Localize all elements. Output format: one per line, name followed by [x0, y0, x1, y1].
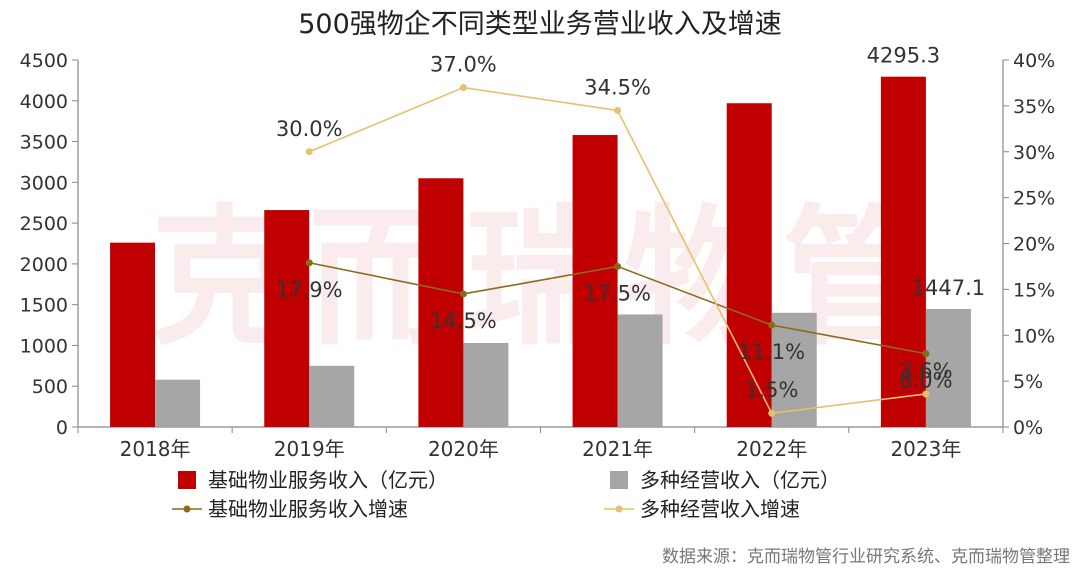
data-label-diversified: 1447.1	[912, 276, 985, 300]
y-tick-label-right: 30%	[1013, 142, 1055, 164]
y-tick-label-right: 40%	[1013, 50, 1055, 72]
point-diversified-growth	[305, 148, 313, 156]
bar-basic-service	[572, 135, 618, 427]
data-label-diversified-growth: 37.0%	[430, 53, 497, 77]
bar-diversified	[463, 342, 509, 427]
bar-basic-service	[418, 178, 464, 427]
legend-basic-service-growth-marker	[183, 505, 191, 513]
legend-basic-service-swatch	[178, 471, 196, 489]
x-tick-label: 2019年	[274, 437, 345, 461]
x-tick-label: 2020年	[428, 437, 499, 461]
bar-diversified	[309, 365, 355, 427]
point-basic-service-growth	[459, 290, 467, 298]
y-tick-label-left: 2500	[20, 213, 68, 235]
legend-diversified-label: 多种经营收入（亿元）	[640, 468, 840, 492]
legend-basic-service-growth-label: 基础物业服务收入增速	[208, 497, 408, 521]
x-tick-label: 2021年	[582, 437, 653, 461]
bar-basic-service	[880, 76, 926, 427]
x-tick-label: 2022年	[736, 437, 807, 461]
point-basic-service-growth	[305, 259, 313, 267]
y-tick-label-left: 4000	[20, 91, 68, 113]
data-labels: 4295.3 1447.1 17.9% 14.5% 17.5% 11.1% 8.0% 30.0…	[276, 44, 985, 403]
bar-diversified	[925, 308, 971, 427]
y-tick-label-left: 1000	[20, 335, 68, 357]
y-tick-label-right: 15%	[1013, 279, 1055, 301]
source-note: 数据来源：克而瑞物管行业研究系统、克而瑞物管整理	[662, 547, 1070, 567]
y-tick-label-left: 3000	[20, 172, 68, 194]
point-basic-service-growth	[922, 350, 930, 358]
bar-basic-service	[264, 210, 310, 427]
point-diversified-growth	[614, 106, 622, 114]
y-tick-label-left: 2000	[20, 254, 68, 276]
y-tick-label-left: 1500	[20, 295, 68, 317]
data-label-diversified-growth: 1.5%	[745, 378, 798, 402]
legend-basic-service-label: 基础物业服务收入（亿元）	[208, 468, 448, 492]
legend: 基础物业服务收入（亿元） 多种经营收入（亿元） 基础物业服务收入增速 多种经营收入增速	[172, 468, 840, 521]
y-tick-label-right: 0%	[1013, 417, 1043, 439]
y-tick-label-left: 3500	[20, 132, 68, 154]
legend-diversified-growth-marker	[615, 505, 623, 513]
point-diversified-growth	[768, 409, 776, 417]
y-tick-label-right: 25%	[1013, 188, 1055, 210]
x-tick-label: 2023年	[890, 437, 961, 461]
point-diversified-growth	[459, 84, 467, 92]
data-label-basic-service-growth: 8.0%	[899, 369, 952, 393]
chart-title: 500强物企不同类型业务营业收入及增速	[298, 9, 782, 40]
bar-diversified	[617, 314, 663, 427]
bar-diversified	[155, 379, 201, 427]
bars	[110, 76, 971, 428]
y-tick-label-right: 5%	[1013, 371, 1043, 393]
point-basic-service-growth	[614, 262, 622, 270]
data-label-basic-service-growth: 17.9%	[276, 278, 343, 302]
data-label-basic-service-growth: 14.5%	[430, 309, 497, 333]
data-label-diversified-growth: 3.6%	[899, 359, 952, 383]
legend-diversified-swatch	[610, 471, 628, 489]
data-label-diversified-growth: 30.0%	[276, 117, 343, 141]
data-label-diversified-growth: 34.5%	[584, 75, 651, 99]
bar-basic-service	[726, 103, 772, 428]
point-diversified-growth	[922, 390, 930, 398]
y-tick-label-right: 20%	[1013, 234, 1055, 256]
point-basic-service-growth	[768, 321, 776, 329]
lines	[305, 84, 930, 417]
x-tick-label: 2018年	[120, 437, 191, 461]
data-label-basic-service-growth: 11.1%	[738, 340, 805, 364]
y-tick-label-left: 4500	[20, 50, 68, 72]
y-tick-label-left: 0	[56, 417, 68, 439]
y-tick-label-right: 10%	[1013, 325, 1055, 347]
axes: 0 500 1000 1500 2000 2500 3000 3500 4000 4500 0% 5%…	[20, 50, 1056, 461]
bar-basic-service	[110, 242, 156, 427]
y-tick-label-left: 500	[32, 376, 68, 398]
legend-diversified-growth-label: 多种经营收入增速	[640, 497, 800, 521]
data-label-basic-service: 4295.3	[867, 44, 940, 68]
data-label-basic-service-growth: 17.5%	[584, 281, 651, 305]
y-tick-label-right: 35%	[1013, 96, 1055, 118]
